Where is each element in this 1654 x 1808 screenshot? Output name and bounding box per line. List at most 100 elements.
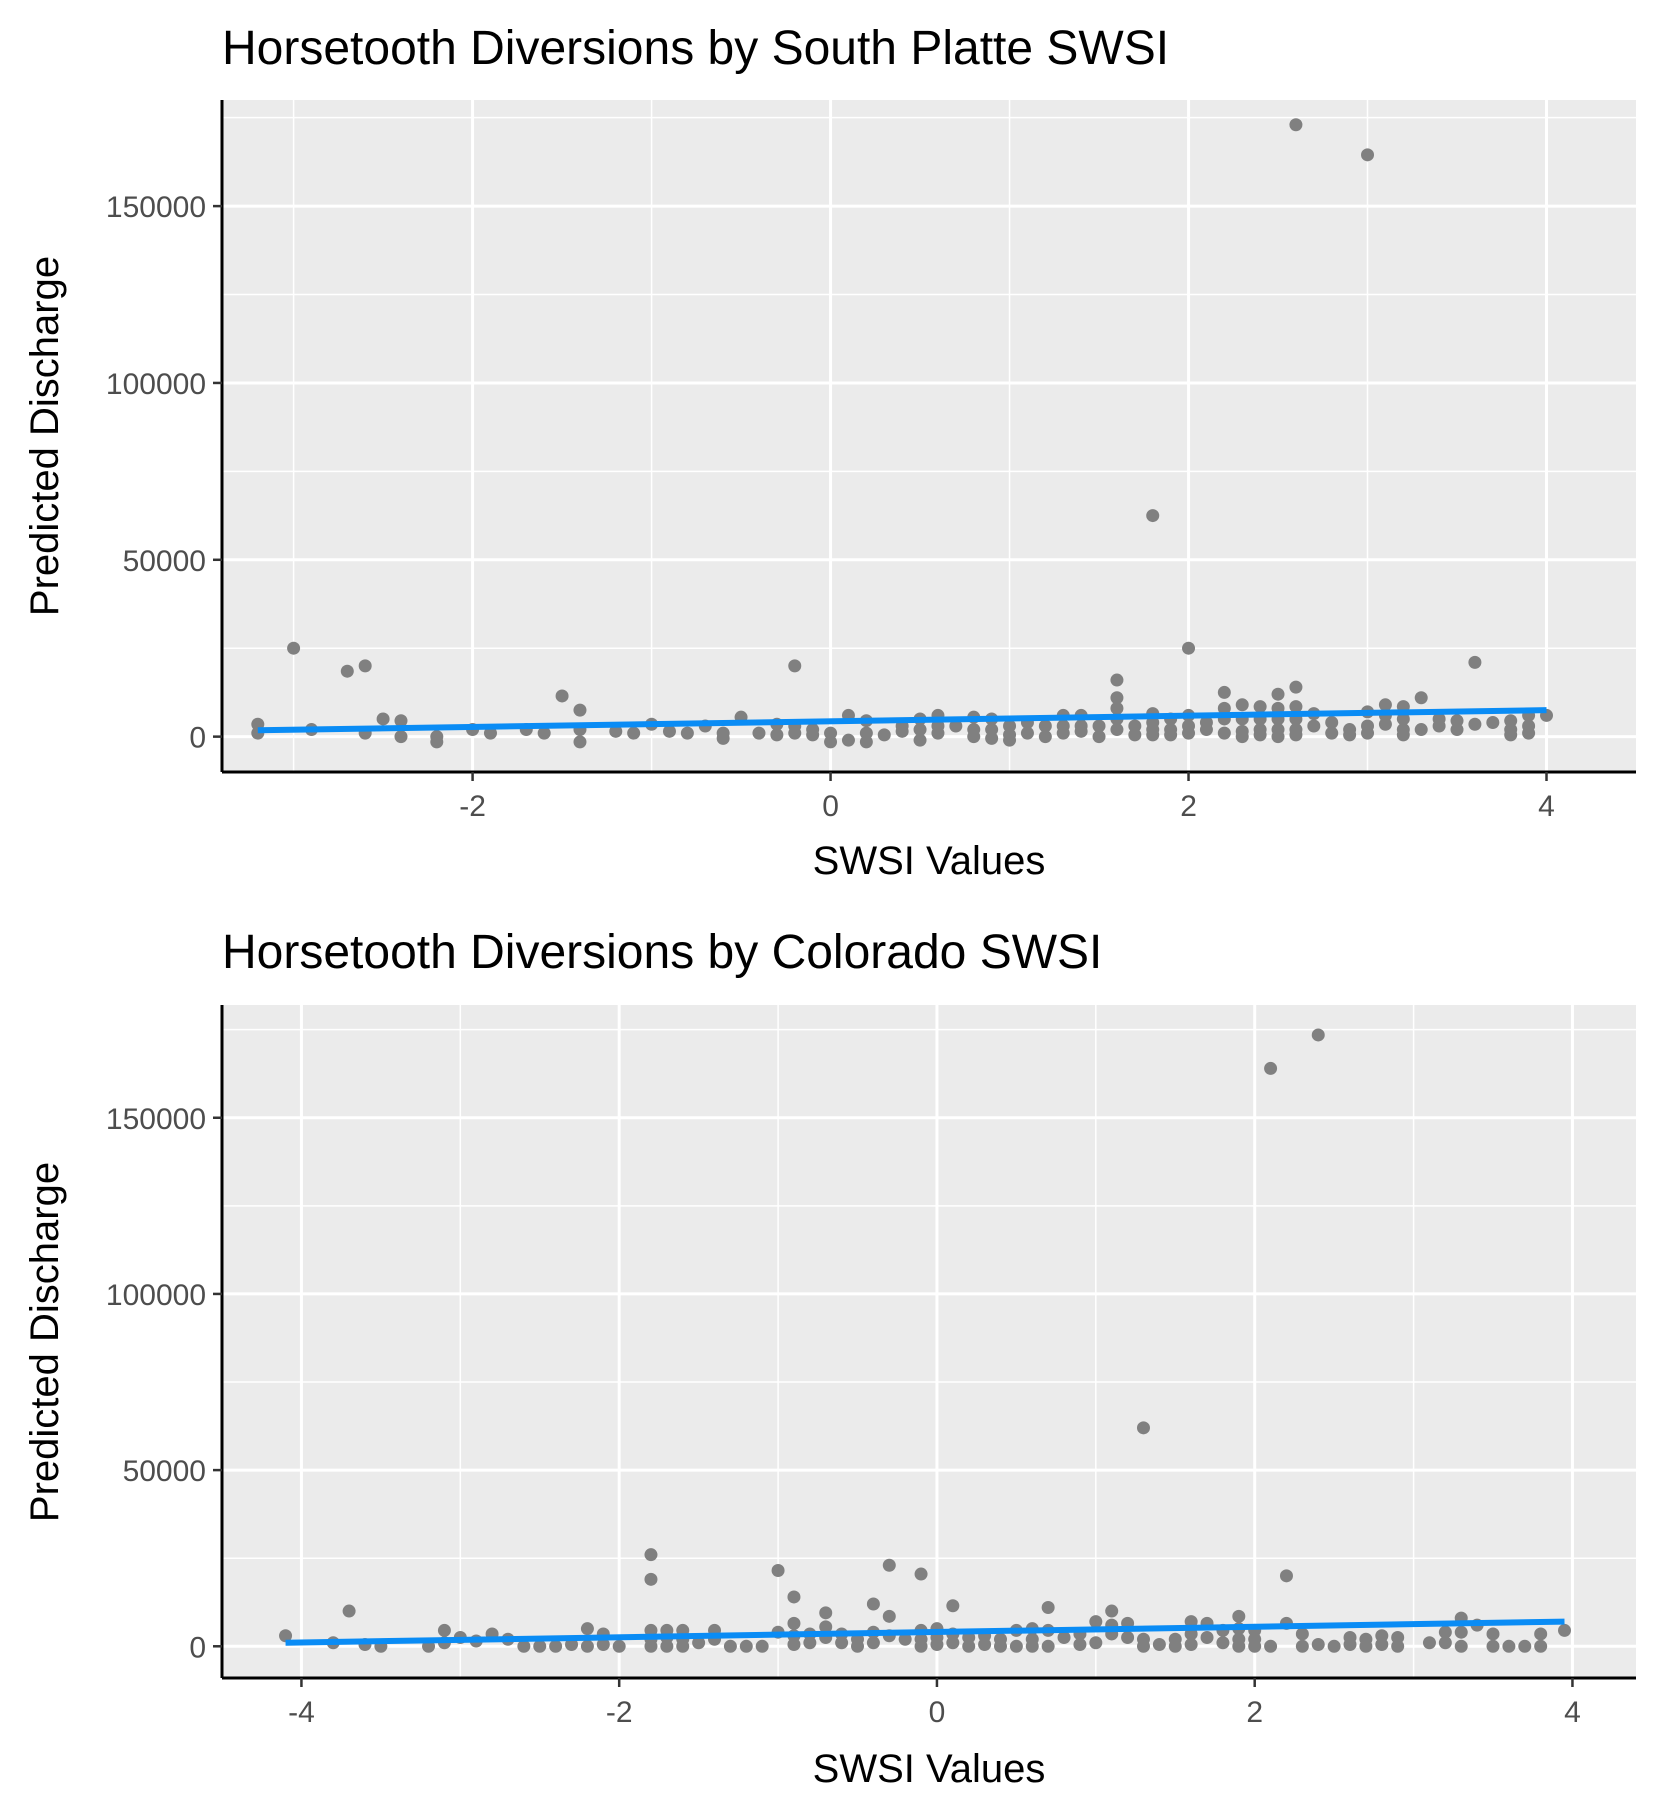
chart-1-data-point	[1486, 715, 1500, 729]
chart-2-data-point	[565, 1638, 579, 1652]
chart-2-data-point	[914, 1639, 928, 1653]
chart-2-data-point	[1089, 1636, 1103, 1650]
chart-1-data-point	[287, 641, 301, 655]
chart-1-y-tick-label: 100000	[106, 368, 206, 401]
chart-2-data-point	[1121, 1630, 1135, 1644]
chart-2-y-tick-label: 100000	[106, 1279, 206, 1312]
chart-1-data-point	[1289, 118, 1303, 132]
chart-1-data-point	[1128, 728, 1142, 742]
chart-2-data-point	[898, 1632, 912, 1646]
chart-2-data-point	[1327, 1639, 1341, 1653]
chart-1-data-point	[1271, 687, 1285, 701]
chart-1-y-tick-label: 150000	[106, 191, 206, 224]
chart-1-data-point	[1003, 733, 1017, 747]
chart-2-data-point	[1264, 1639, 1278, 1653]
chart-2-data-point	[1073, 1638, 1087, 1652]
chart-2-data-point	[437, 1623, 451, 1637]
chart-1-data-point	[1182, 726, 1196, 740]
chart-2-data-point	[866, 1636, 880, 1650]
chart-2-data-point	[1216, 1636, 1230, 1650]
chart-2-y-tick-label: 150000	[106, 1103, 206, 1136]
chart-1-data-point	[1217, 726, 1231, 740]
chart-1-y-axis-title: Predicted Discharge	[23, 256, 67, 616]
chart-2-x-axis-title: SWSI Values	[813, 1747, 1046, 1791]
chart-1-data-point	[1343, 728, 1357, 742]
chart-2-y-tick-label: 50000	[123, 1455, 206, 1488]
chart-1-data-point	[1146, 728, 1160, 742]
chart-1-data-point	[1450, 723, 1464, 737]
chart-1-data-point	[1522, 726, 1536, 740]
chart-2-data-point	[993, 1639, 1007, 1653]
chart-1-data-point	[394, 714, 408, 728]
chart-1-data-point	[1468, 655, 1482, 669]
chart-2-data-point	[596, 1638, 610, 1652]
chart-2-data-point	[1486, 1639, 1500, 1653]
chart-1-data-point	[1038, 719, 1052, 733]
chart-2: Horsetooth Diversions by Colorado SWSI -…	[23, 926, 1636, 1791]
chart-2-x-tick-label: 2	[1246, 1696, 1263, 1729]
chart-2-data-point	[1438, 1636, 1452, 1650]
chart-2-data-point	[1057, 1630, 1071, 1644]
chart-2-data-point	[851, 1639, 865, 1653]
chart-1-data-point	[680, 726, 694, 740]
chart-2-data-point	[1248, 1639, 1262, 1653]
chart-2-data-point	[1534, 1639, 1548, 1653]
chart-1-title: Horsetooth Diversions by South Platte SW…	[222, 22, 1169, 75]
chart-1-x-axis-title: SWSI Values	[813, 839, 1046, 883]
chart-2-data-point	[755, 1639, 769, 1653]
chart-2-x-tick-label: -4	[288, 1696, 315, 1729]
chart-1-data-point	[1164, 728, 1178, 742]
chart-1-data-point	[1074, 724, 1088, 738]
chart-2-data-point	[1232, 1639, 1246, 1653]
chart-1-data-point	[770, 728, 784, 742]
chart-2-data-point	[819, 1620, 833, 1634]
chart-2-data-point	[1558, 1623, 1572, 1637]
chart-2-data-point	[549, 1639, 563, 1653]
chart-1-data-point	[1110, 701, 1124, 715]
chart-2-data-point	[1009, 1639, 1023, 1653]
chart-2-data-point	[914, 1567, 928, 1581]
chart-1-data-point	[1378, 717, 1392, 731]
chart-2-data-point	[580, 1639, 594, 1653]
chart-2-data-point	[1375, 1638, 1389, 1652]
chart-2-data-point	[1502, 1639, 1516, 1653]
chart-2-data-point	[1041, 1601, 1055, 1615]
chart-1-x-tick-label: 0	[822, 790, 839, 823]
chart-1-data-point	[1235, 698, 1249, 712]
chart-1-data-point	[1092, 730, 1106, 744]
chart-2-data-point	[1311, 1028, 1325, 1042]
chart-1-data-point	[1217, 685, 1231, 699]
chart-1-data-point	[913, 723, 927, 737]
chart-2-plot-panel	[222, 1005, 1636, 1678]
chart-1-data-point	[1414, 691, 1428, 705]
chart-2-x-tick-label: -2	[606, 1696, 633, 1729]
chart-1-data-point	[806, 728, 820, 742]
chart-1-data-point	[573, 735, 587, 749]
chart-2-data-point	[692, 1636, 706, 1650]
chart-2-data-point	[1518, 1639, 1532, 1653]
chart-2-data-point	[1136, 1421, 1150, 1435]
chart-2-data-point	[1454, 1639, 1468, 1653]
chart-2-data-point	[342, 1604, 356, 1618]
chart-2-data-point	[1105, 1604, 1119, 1618]
chart-2-data-point	[1089, 1615, 1103, 1629]
chart-1-data-point	[1110, 673, 1124, 687]
chart-1-data-point	[1396, 728, 1410, 742]
chart-2-data-point	[1438, 1625, 1452, 1639]
chart-2-ticks: -4 -2 0 2 4 0 50000 100000 150000	[106, 1103, 1581, 1729]
chart-2-data-point	[660, 1639, 674, 1653]
chart-1-y-tick-label: 0	[189, 722, 206, 755]
chart-2-data-point	[644, 1548, 658, 1562]
chart-1-data-point	[1432, 719, 1446, 733]
chart-2-data-point	[1343, 1638, 1357, 1652]
chart-2-data-point	[1264, 1061, 1278, 1075]
chart-2-data-point	[580, 1622, 594, 1636]
chart-2-x-tick-label: 0	[929, 1696, 946, 1729]
chart-1-data-point	[1253, 728, 1267, 742]
chart-1-data-point	[358, 659, 372, 673]
chart-1-data-point	[1110, 723, 1124, 737]
chart-2-data-point	[882, 1609, 896, 1623]
chart-1-data-point	[537, 726, 551, 740]
chart-1-plot-panel	[222, 100, 1636, 772]
